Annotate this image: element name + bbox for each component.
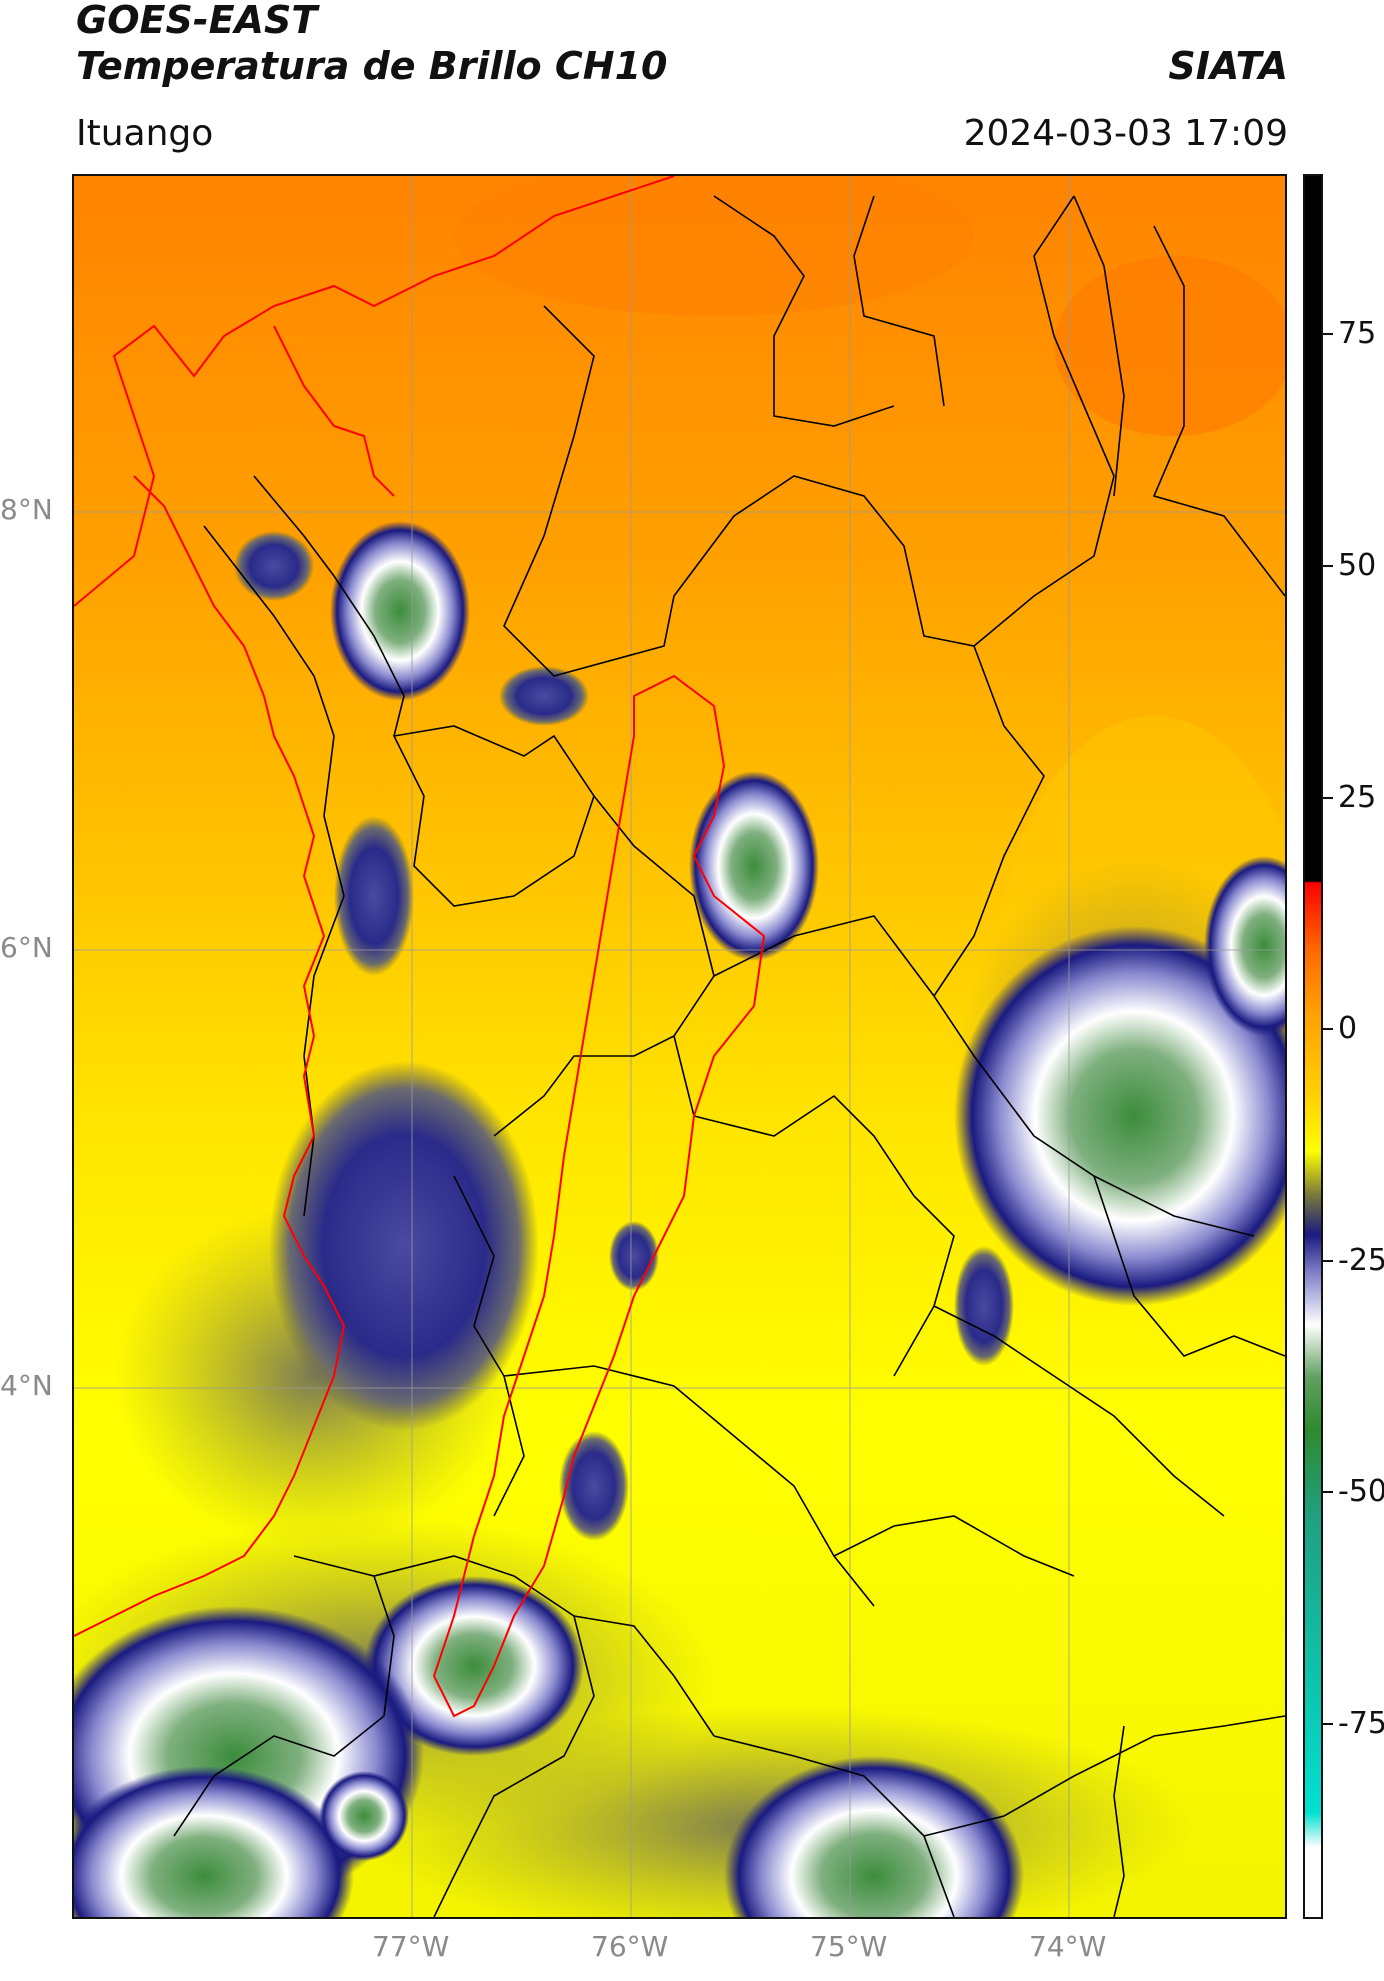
brightness-temperature-map xyxy=(72,174,1287,1919)
satellite-title: GOES-EAST xyxy=(76,0,318,42)
lon-label-75w: 75°W xyxy=(810,1930,888,1963)
colorbar-tick xyxy=(1323,1723,1333,1725)
colorbar-label-0: 0 xyxy=(1338,1011,1358,1046)
temperature-colorbar xyxy=(1303,174,1323,1919)
colorbar-tick xyxy=(1323,797,1333,799)
colorbar-tick xyxy=(1323,1491,1333,1493)
lat-label-8n: 8°N xyxy=(0,493,53,526)
lat-label-4n: 4°N xyxy=(0,1369,53,1402)
colorbar-label-minus-25: -25 xyxy=(1338,1243,1384,1278)
colorbar-label-25: 25 xyxy=(1338,780,1377,815)
lon-label-74w: 74°W xyxy=(1029,1930,1107,1963)
organization-label: SIATA xyxy=(1168,44,1288,88)
colorbar-tick xyxy=(1323,1028,1333,1030)
timestamp-label: 2024-03-03 17:09 xyxy=(963,113,1288,154)
map-canvas xyxy=(74,176,1285,1917)
colorbar-label-minus-50: -50 xyxy=(1338,1474,1384,1509)
lon-label-77w: 77°W xyxy=(372,1930,450,1963)
colorbar-tick xyxy=(1323,1260,1333,1262)
lat-label-6n: 6°N xyxy=(0,931,53,964)
map-gridlines xyxy=(74,176,1285,1917)
region-outline xyxy=(74,176,766,1718)
location-label: Ituango xyxy=(76,113,214,154)
product-title: Temperatura de Brillo CH10 xyxy=(76,44,668,88)
lon-label-76w: 76°W xyxy=(591,1930,669,1963)
department-boundaries xyxy=(173,195,1285,1917)
colorbar-label-minus-75: -75 xyxy=(1338,1706,1384,1741)
colorbar-label-50: 50 xyxy=(1338,548,1377,583)
colorbar-tick xyxy=(1323,333,1333,335)
colorbar-label-75: 75 xyxy=(1338,316,1377,351)
colorbar-tick xyxy=(1323,565,1333,567)
convective-clouds xyxy=(74,521,1285,1917)
